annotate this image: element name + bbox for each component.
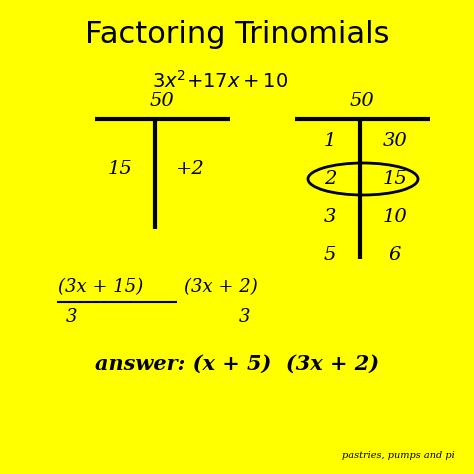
Text: pastries, pumps and pi: pastries, pumps and pi: [342, 452, 455, 461]
Text: 30: 30: [383, 132, 407, 150]
Text: +2: +2: [176, 160, 204, 178]
Text: 50: 50: [150, 92, 174, 110]
Text: 10: 10: [383, 208, 407, 226]
Text: (3x + 15): (3x + 15): [58, 278, 143, 296]
Text: 1: 1: [324, 132, 336, 150]
Text: 6: 6: [389, 246, 401, 264]
Text: 50: 50: [350, 92, 374, 110]
Text: $3x^2$$+ 17x + 10$: $3x^2$$+ 17x + 10$: [152, 70, 288, 92]
Text: (3x + 2): (3x + 2): [184, 278, 258, 296]
Text: 15: 15: [383, 170, 407, 188]
Text: 3: 3: [66, 308, 78, 326]
Text: 15: 15: [108, 160, 132, 178]
Text: answer: (x + 5)  (3x + 2): answer: (x + 5) (3x + 2): [95, 354, 379, 374]
Text: 5: 5: [324, 246, 336, 264]
Text: 2: 2: [324, 170, 336, 188]
Text: 3: 3: [239, 308, 250, 326]
Text: 3: 3: [324, 208, 336, 226]
Text: Factoring Trinomials: Factoring Trinomials: [85, 19, 389, 48]
